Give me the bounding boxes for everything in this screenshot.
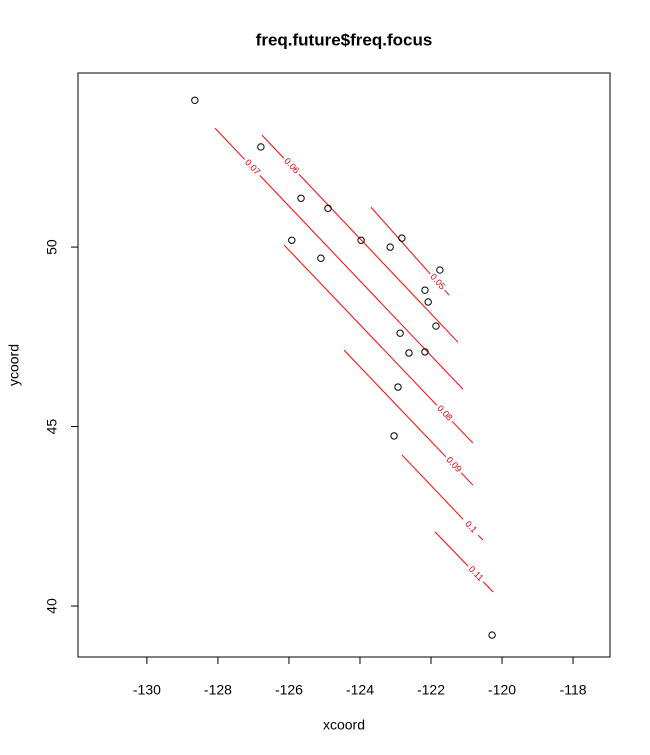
- y-tick-label: 50: [44, 239, 60, 255]
- point: [357, 236, 365, 244]
- x-tick-label: -118: [560, 682, 587, 698]
- y-tick-label: 40: [44, 598, 60, 614]
- point: [390, 432, 398, 440]
- point: [421, 348, 429, 356]
- point: [398, 234, 406, 242]
- point: [396, 329, 404, 337]
- point: [488, 631, 496, 639]
- contour-label-gap: [241, 156, 264, 179]
- contour-label-gap: [433, 401, 456, 425]
- point: [421, 286, 429, 294]
- point: [394, 383, 402, 391]
- chart-title: freq.future$freq.focus: [256, 30, 433, 49]
- contour-label-gap: [459, 515, 482, 539]
- x-tick-label: -120: [488, 682, 516, 698]
- point: [288, 236, 296, 244]
- point: [386, 243, 394, 251]
- contour-label-gap: [464, 562, 487, 586]
- x-tick-label: -122: [417, 682, 445, 698]
- contour-label-gap: [442, 453, 465, 477]
- point: [317, 254, 325, 262]
- point: [191, 96, 199, 104]
- y-tick-label: 45: [44, 419, 60, 435]
- x-tick-label: -130: [133, 682, 161, 698]
- contour-label-gap: [280, 154, 303, 178]
- x-axis-title: xcoord: [323, 717, 365, 733]
- x-tick-label: -128: [204, 682, 232, 698]
- point: [324, 204, 332, 213]
- point: [432, 322, 440, 330]
- contour-line: [434, 531, 494, 593]
- contour-label-gap: [426, 270, 449, 294]
- plot-frame: [77, 72, 611, 658]
- point: [257, 143, 265, 151]
- point: [436, 266, 444, 274]
- point: [405, 349, 413, 357]
- point: [297, 194, 305, 202]
- y-axis-title: ycoord: [6, 344, 22, 386]
- x-tick-label: -124: [346, 682, 374, 698]
- point: [424, 298, 432, 306]
- x-tick-label: -126: [275, 682, 303, 698]
